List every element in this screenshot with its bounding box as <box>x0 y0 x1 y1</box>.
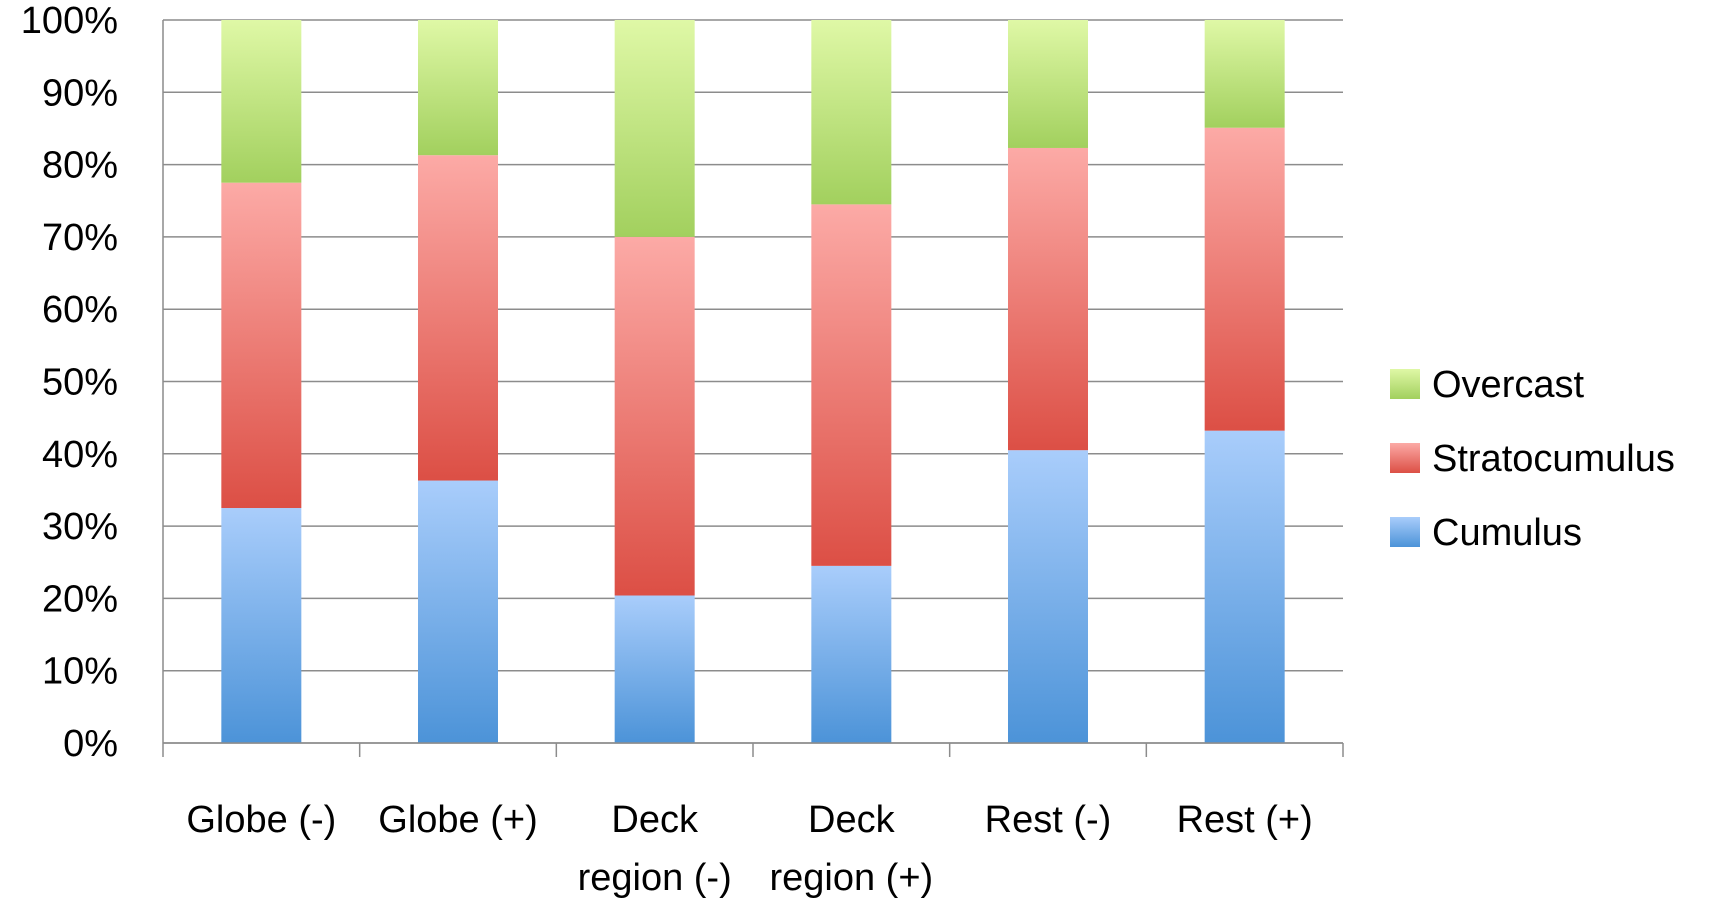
x-tick-label: Globe (+) <box>378 799 537 841</box>
bar-cumulus-2 <box>418 480 498 743</box>
y-tick-label: 50% <box>42 362 118 404</box>
y-tick-label: 80% <box>42 145 118 187</box>
bar-overcast-3 <box>614 20 695 237</box>
x-tick-label-line: region (-) <box>578 857 732 899</box>
gridlines <box>163 19 1343 744</box>
bars <box>221 20 1285 743</box>
x-tick-label-line: Globe (-) <box>186 799 336 841</box>
x-tick-label: Deck region (-) <box>578 799 732 899</box>
bar-stratocumulus-6 <box>1204 127 1285 431</box>
legend-label-cumulus: Cumulus <box>1432 512 1582 554</box>
bar-overcast-2 <box>418 20 498 156</box>
y-tick-label: 60% <box>42 289 118 331</box>
x-tick-label: Rest (-) <box>985 799 1112 841</box>
x-tick-label: Rest (+) <box>1177 799 1313 841</box>
x-tick-label-line: Rest (+) <box>1177 799 1313 841</box>
legend: Overcast Stratocumulus Cumulus <box>1390 364 1675 554</box>
bar-overcast-4 <box>811 20 892 205</box>
y-tick-label: 30% <box>42 506 118 548</box>
y-tick-label: 20% <box>42 578 118 620</box>
bar-stratocumulus-5 <box>1008 147 1088 451</box>
y-tick-labels: 0% 10% 20% 30% 40% 50% 60% 70% 80% 90% 100% <box>21 0 118 765</box>
y-tick-label: 90% <box>42 72 118 114</box>
bar-stratocumulus-2 <box>418 155 498 481</box>
bar-stratocumulus-3 <box>614 236 695 596</box>
x-tick-label-line: Deck <box>611 799 699 841</box>
legend-swatch-overcast <box>1390 369 1420 399</box>
x-tick-label: Deck region (+) <box>769 799 933 899</box>
x-tick-label-line: region (+) <box>769 857 933 899</box>
bar-cumulus-6 <box>1204 430 1285 743</box>
bar-overcast-6 <box>1204 20 1285 128</box>
bar-stratocumulus-4 <box>811 204 892 566</box>
bar-stratocumulus-1 <box>221 182 302 509</box>
x-tick-label-line: Globe (+) <box>378 799 537 841</box>
bar-cumulus-5 <box>1008 450 1088 743</box>
legend-swatch-cumulus <box>1390 517 1420 547</box>
bar-cumulus-3 <box>614 595 695 743</box>
bar-cumulus-4 <box>811 565 892 743</box>
x-tick-label: Globe (-) <box>186 799 336 841</box>
legend-label-stratocumulus: Stratocumulus <box>1432 438 1675 480</box>
bar-overcast-1 <box>221 20 302 183</box>
y-tick-label: 0% <box>63 723 118 765</box>
legend-label-overcast: Overcast <box>1432 364 1584 406</box>
axes <box>162 20 1344 757</box>
bar-cumulus-1 <box>221 508 302 743</box>
legend-swatch-stratocumulus <box>1390 443 1420 473</box>
x-tick-label-line: Rest (-) <box>985 799 1112 841</box>
bar-overcast-5 <box>1008 20 1088 148</box>
x-tick-label-line: Deck <box>808 799 896 841</box>
y-tick-label: 100% <box>21 0 118 42</box>
y-tick-label: 40% <box>42 434 118 476</box>
x-tick-labels: Globe (-) Globe (+) Deck region (-) Deck regi… <box>186 799 1312 899</box>
y-tick-label: 10% <box>42 651 118 693</box>
y-tick-label: 70% <box>42 217 118 259</box>
